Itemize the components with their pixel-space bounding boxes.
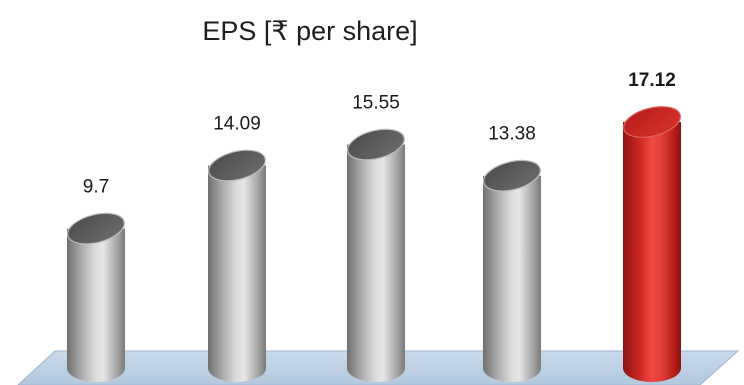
- data-label: 9.7: [83, 177, 109, 198]
- bar-top: [623, 106, 681, 138]
- bar-body: [623, 122, 681, 382]
- bar-body: [347, 144, 405, 382]
- bar-highlight: [623, 106, 681, 382]
- bar-body: [208, 165, 266, 382]
- bars-layer: [67, 106, 681, 382]
- data-label: 15.55: [352, 93, 400, 114]
- bar: [67, 212, 125, 382]
- bar: [208, 149, 266, 382]
- chart-title: EPS [₹ per share]: [202, 16, 418, 46]
- data-label: 14.09: [213, 114, 261, 135]
- bar-top: [208, 149, 266, 182]
- bar: [483, 159, 541, 382]
- bar-top: [483, 159, 541, 192]
- data-label: 13.38: [488, 124, 536, 145]
- bar-top: [67, 212, 125, 245]
- data-labels-layer: 9.7 14.09 15.55 13.38 17.12: [83, 70, 676, 198]
- bar-body: [67, 228, 125, 382]
- bar-body: [483, 175, 541, 382]
- data-label: 17.12: [628, 70, 676, 91]
- bar: [347, 128, 405, 382]
- bar-top: [347, 128, 405, 161]
